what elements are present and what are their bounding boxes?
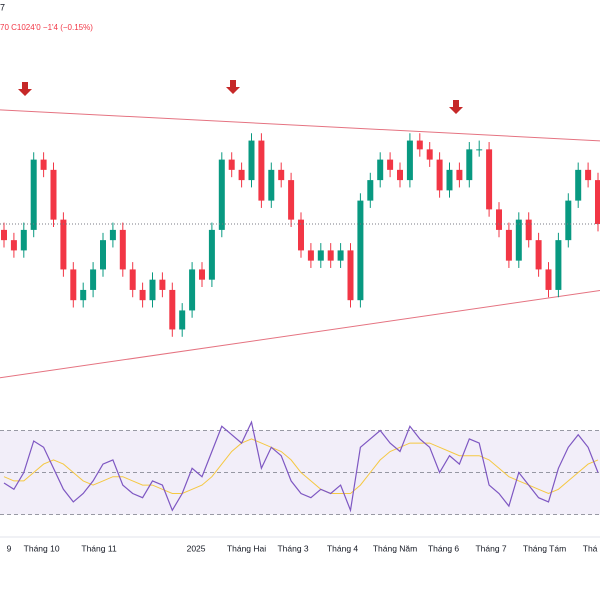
- x-tick-label: 2025: [187, 543, 206, 553]
- candle-body: [129, 269, 136, 290]
- candle-body: [416, 140, 423, 150]
- rsi-ma-line: [3, 438, 599, 495]
- candle-body: [585, 169, 592, 181]
- candle-body: [307, 250, 314, 261]
- candle-body: [555, 240, 562, 290]
- candle-body: [100, 240, 106, 270]
- x-tick-label: Tháng 3: [277, 543, 308, 553]
- candle-body: [337, 250, 344, 261]
- candle-body: [90, 269, 97, 290]
- candle-body: [298, 219, 304, 251]
- candle-body: [50, 169, 57, 220]
- candle-body: [505, 229, 512, 261]
- candle-body: [387, 159, 394, 170]
- candle-body: [238, 169, 245, 181]
- candle-body: [169, 289, 176, 330]
- candle-body: [228, 159, 235, 170]
- candle-body: [397, 169, 403, 181]
- x-tick-label: 9: [7, 543, 12, 553]
- arrow: [226, 80, 240, 94]
- x-tick-label: Tháng Tám: [523, 543, 566, 553]
- x-tick-label: Tháng Năm: [373, 543, 417, 553]
- candle-body: [595, 180, 600, 225]
- rsi-line: [3, 420, 599, 513]
- header-symbol: 7: [0, 2, 5, 12]
- candle-body: [20, 229, 27, 251]
- candle-body: [426, 149, 433, 160]
- candle-body: [525, 219, 532, 241]
- candle-body: [159, 279, 166, 290]
- candle-body: [139, 289, 146, 301]
- candle-body: [406, 140, 413, 181]
- candle-body: [575, 169, 582, 201]
- candle-body: [258, 140, 265, 201]
- candle-body: [70, 269, 77, 301]
- candle-body: [248, 140, 255, 181]
- candle-body: [199, 269, 205, 280]
- candle-body: [268, 169, 275, 201]
- candle-body: [119, 229, 126, 270]
- candle-body: [208, 229, 215, 280]
- candle-body: [347, 250, 354, 301]
- candle-body: [545, 269, 552, 290]
- candle-body: [367, 180, 374, 201]
- x-tick-label: Tháng 10: [24, 543, 60, 553]
- candle-body: [496, 209, 502, 230]
- candle-body: [179, 310, 186, 330]
- candle-body: [377, 159, 384, 181]
- candle-body: [288, 180, 295, 220]
- candle-body: [456, 169, 463, 181]
- candle-body: [515, 219, 522, 261]
- candle-body: [486, 149, 493, 210]
- candle-body: [466, 149, 473, 181]
- candle-body: [327, 250, 334, 261]
- candle-body: [476, 149, 483, 151]
- trendline: [0, 290, 600, 379]
- candle-body: [565, 200, 572, 241]
- x-tick-label: Tháng 6: [428, 543, 459, 553]
- candle-body: [278, 169, 285, 181]
- header-ohlc: 70 C1024'0 −1'4 (−0.15%): [0, 23, 93, 32]
- candle-body: [109, 229, 116, 241]
- x-tick-label: Tháng Hai: [227, 543, 266, 553]
- candle-body: [535, 240, 542, 270]
- candle-body: [218, 159, 225, 230]
- signal-arrows: [18, 80, 463, 114]
- candle-body: [1, 229, 7, 241]
- candle-body: [317, 250, 324, 261]
- candle-body: [10, 240, 17, 251]
- x-tick-label: Tháng 4: [327, 543, 358, 553]
- arrow: [449, 100, 463, 114]
- candle-body: [60, 219, 67, 270]
- arrow: [18, 82, 32, 96]
- x-tick-label: Tháng 11: [81, 543, 117, 553]
- candle-body: [40, 159, 47, 170]
- candle-body: [446, 169, 453, 191]
- candle-body: [436, 159, 443, 191]
- candle-body: [30, 159, 37, 230]
- x-tick-label: Tháng 7: [475, 543, 506, 553]
- candle-body: [149, 279, 156, 301]
- candle-body: [80, 289, 87, 301]
- trendline: [0, 109, 600, 142]
- x-tick-label: Thá: [583, 543, 598, 553]
- candle-body: [357, 200, 364, 301]
- candle-body: [189, 269, 196, 311]
